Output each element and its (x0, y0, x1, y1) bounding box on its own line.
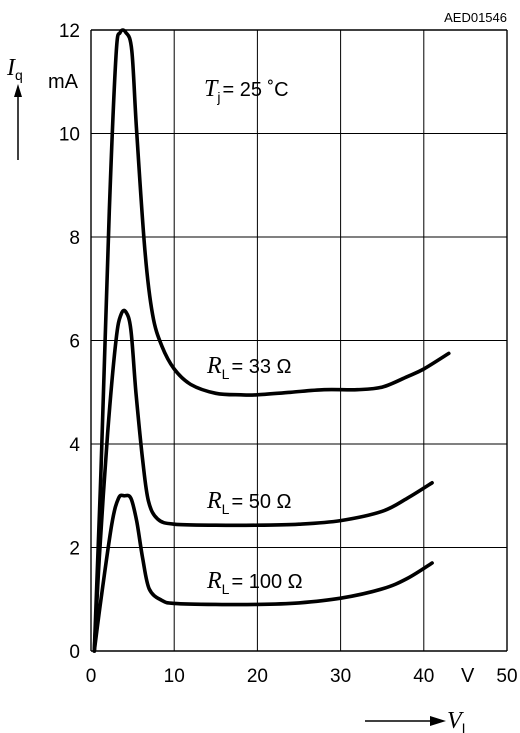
y-tick-label-6: 6 (69, 332, 80, 353)
series-label-1: RL = 33 Ω (206, 353, 292, 382)
x-tick-label-50: 50 (496, 666, 517, 687)
x-tick-label-30: 30 (330, 666, 351, 687)
y-axis-unit: mA (48, 71, 79, 93)
series-curve-1 (92, 28, 451, 653)
y-tick-label-0: 0 (69, 642, 80, 663)
curves (92, 28, 451, 653)
y-tick-label-12: 12 (59, 21, 80, 42)
series-curve-2 (92, 308, 434, 653)
y-tick-label-4: 4 (69, 435, 80, 456)
y-axis-symbol: Iq (6, 55, 23, 83)
x-axis-arrowhead (430, 716, 446, 726)
x-axis-symbol: VI (447, 708, 466, 733)
y-tick-label-8: 8 (69, 228, 80, 249)
series-curve-3 (92, 493, 434, 653)
series-label-3: RL = 100 Ω (206, 568, 303, 597)
x-tick-label-20: 20 (247, 666, 268, 687)
x-axis-unit: V (461, 665, 475, 687)
curve-labels: RL = 33 Ω RL = 50 Ω RL = 100 Ω (206, 353, 303, 597)
drawing-code: AED01546 (444, 10, 507, 25)
series-label-2: RL = 50 Ω (206, 488, 292, 517)
x-tick-label-10: 10 (164, 666, 185, 687)
x-tick-label-40: 40 (413, 666, 434, 687)
y-tick-label-10: 10 (59, 125, 80, 146)
grid (90, 29, 508, 652)
y-axis-arrowhead (14, 84, 22, 97)
condition-label: Tj = 25 ˚C (204, 76, 289, 105)
x-tick-label-0: 0 (86, 666, 97, 687)
tick-labels: 0 10 20 30 40 50 0 2 4 6 8 10 12 (59, 21, 518, 687)
y-tick-label-2: 2 (69, 539, 80, 560)
